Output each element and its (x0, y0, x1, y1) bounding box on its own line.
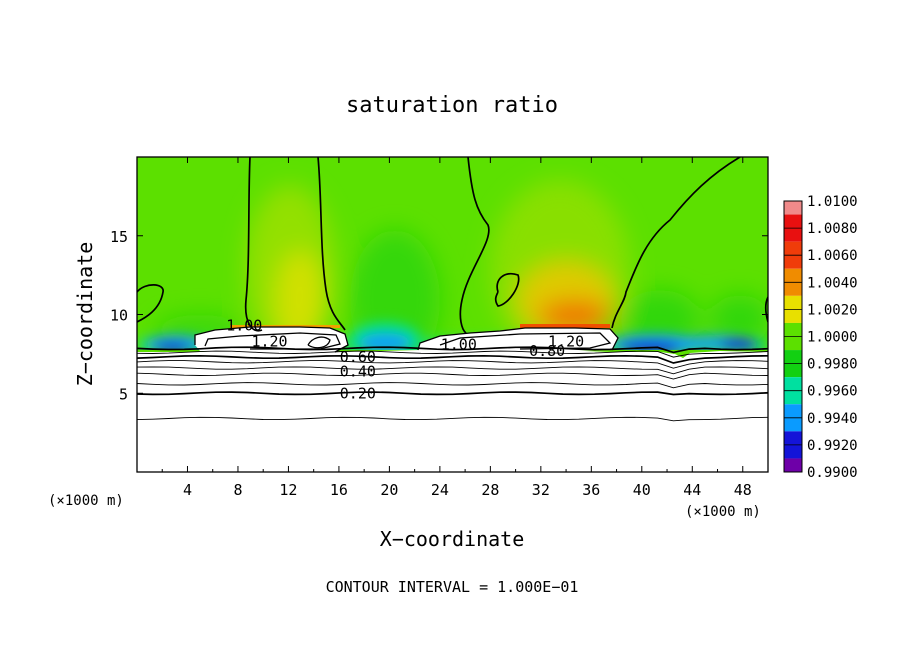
x-tick-label: 32 (532, 481, 550, 499)
x-tick-label: 20 (380, 481, 398, 499)
chart-title: saturation ratio (346, 93, 558, 118)
contour-label: 0.80 (529, 342, 565, 360)
y-tick-label: 5 (119, 385, 128, 403)
contour-label: 1.20 (251, 332, 287, 350)
x-tick-label: 4 (183, 481, 192, 499)
x-tick-label: 24 (431, 481, 449, 499)
contour-line (137, 350, 768, 358)
upper-contours (137, 157, 768, 334)
y-axis: 5 10 15 (110, 228, 768, 403)
x-tick-label: 36 (582, 481, 600, 499)
contour-line (137, 354, 768, 364)
colorbar-label: 0.9920 (807, 438, 858, 454)
y-tick-label: 10 (110, 307, 128, 325)
x-unit-left: (×1000 m) (48, 493, 124, 509)
colorbar-label: 1.0020 (807, 302, 858, 318)
contour-line (137, 366, 768, 375)
colorbar-label: 0.9980 (807, 357, 858, 373)
colorbar-label: 1.0040 (807, 275, 858, 291)
x-tick-label: 8 (233, 481, 242, 499)
contour-labels: 1.001.20 1.00 1.200.800.600.400.20 (226, 317, 584, 403)
colorbar-segment (784, 458, 802, 472)
contour-line (137, 416, 768, 422)
colorbar-label: 0.9960 (807, 384, 858, 400)
x-tick-label: 28 (481, 481, 499, 499)
contour-line (137, 372, 768, 380)
colorbar-label: 0.9940 (807, 411, 858, 427)
contour-interval-note: CONTOUR INTERVAL = 1.000E−01 (326, 578, 579, 596)
y-tick-label: 15 (110, 228, 128, 246)
plot-area: 1.001.20 1.00 1.200.800.600.400.20 (137, 157, 768, 472)
contour-line (137, 391, 768, 396)
cloud-contours (194, 326, 619, 353)
field-high-strip (520, 324, 610, 328)
x-axis-label: X−coordinate (380, 527, 525, 551)
x-unit-right: (×1000 m) (685, 504, 761, 520)
colorbar-label: 1.0000 (807, 330, 858, 346)
x-tick-label: 40 (633, 481, 651, 499)
y-axis-label: Z−coordinate (73, 242, 97, 387)
contour-line (137, 346, 768, 354)
contour-line (137, 360, 768, 369)
colorbar-label: 1.0080 (807, 221, 858, 237)
colorbar: 1.0100 1.0080 1.0060 1.0040 1.0020 1.0000 0.99… (783, 194, 858, 481)
x-tick-label: 44 (683, 481, 701, 499)
contour-label: 1.00 (226, 317, 262, 335)
colorbar-label: 1.0100 (807, 194, 858, 210)
x-axis: 4 8 12 16 20 24 28 32 36 40 44 48 (161, 157, 752, 499)
contour-label: 1.20 (548, 332, 584, 350)
x-tick-label: 16 (330, 481, 348, 499)
lower-contours (137, 346, 768, 422)
x-tick-label: 12 (279, 481, 297, 499)
colorbar-label: 0.9900 (807, 465, 858, 481)
contour-label: 0.40 (340, 362, 376, 380)
contour-label: 0.20 (340, 384, 376, 402)
contour-label: 1.00 (441, 336, 477, 354)
contour-line (137, 382, 768, 389)
colorbar-label: 1.0060 (807, 248, 858, 264)
lower-white-region (137, 350, 768, 472)
x-tick-label: 48 (734, 481, 752, 499)
contour-label: 0.60 (340, 348, 376, 366)
colorbar-segment (784, 201, 802, 215)
